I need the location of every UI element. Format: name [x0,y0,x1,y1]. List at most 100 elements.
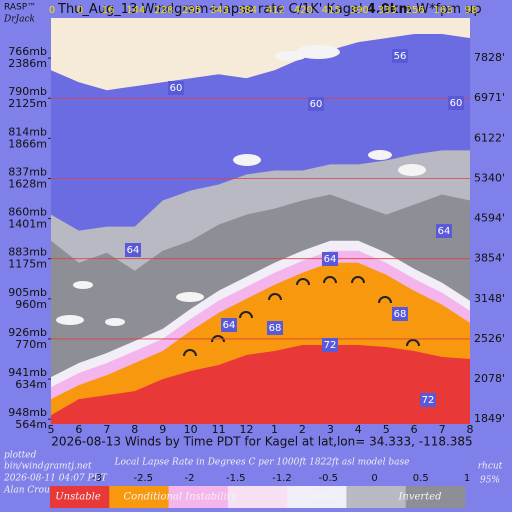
legend-label: Unstable [55,492,101,503]
isotherm-label: 56 [394,51,407,62]
isotherm-label: 64 [127,245,140,256]
cumulus-marker [296,278,310,286]
x-tick-label: 3 [327,423,334,436]
plot-area: 56 60 60 60 64 64 64 64 68 68 72 72 [51,18,470,424]
y-tick-height: 2386m [8,57,47,70]
layer-area [51,345,470,424]
cloud-icon [176,292,204,302]
x-tick-label: 7 [103,423,110,436]
legend-tick: -3 [92,473,102,484]
y-tick-height: 1866m [8,137,47,150]
isotherm-box [308,97,324,111]
isotherm-label: 72 [324,340,337,351]
x-tick-label: 4 [355,423,362,436]
cumulus-marker [323,276,337,284]
y2-tick-label: 3854' [474,252,505,265]
top-value: 420 [294,5,313,16]
isotherm-label: 64 [223,320,236,331]
y-tick-label: 860mb [8,206,47,219]
legend-tick: 1 [464,473,470,484]
cloud-icon [274,51,306,61]
top-value: 384 [238,5,257,16]
y-tick-height: 770m [15,338,47,351]
isotherm-box [448,96,464,110]
legend-label: Stable [309,492,341,503]
isotherm-label: 64 [438,226,451,237]
chart-title: Thu_Aug_13 Windgram+lapse rate C/1K' Kag… [57,2,482,17]
cumulus-marker [406,339,420,347]
x-tick-label: 11 [212,423,226,436]
cumulus-marker [211,335,225,343]
x-tick-label: 1 [271,423,278,436]
y-tick-label: 883mb [8,246,47,259]
x-tick-label: 7 [439,423,446,436]
cloud-icon [368,150,392,160]
y-tick-label: 790mb [8,85,47,98]
y2-tick-label: 2526' [474,332,505,345]
y2-tick-label: 6122' [474,131,505,144]
y2-tick-label: 6971' [474,91,505,104]
top-value: 0 [77,5,83,16]
isotherm-label: 72 [422,395,435,406]
y2-tick-label: 3148' [474,292,505,305]
cloud-area [51,18,470,91]
isotherm-box [436,224,452,238]
isotherm-box [267,321,283,335]
isotherm-label: 60 [170,83,183,94]
cumulus-marker [239,311,253,319]
top-value: 228 [154,5,173,16]
title-tail: W*fpm up [412,2,482,17]
isotherm-box [420,393,436,407]
y-tick-label: 766mb [8,45,47,58]
cloud-icon [56,315,84,325]
x-tick-label: 12 [240,423,254,436]
legend-swatch [346,486,407,508]
top-value: 98 [465,5,478,16]
legend-swatch [405,486,466,508]
y-tick-height: 1628m [8,177,47,190]
top-value: 256 [406,5,425,16]
legend-tick: -1.2 [272,473,292,484]
x-tick-label: 6 [75,423,82,436]
isotherm-box [392,49,408,63]
rh-value: 95% [480,476,500,486]
top-value: 144 [126,5,145,16]
isotherm-box [125,243,141,257]
x-tick-label: 8 [467,423,474,436]
y2-tick-label: 1849' [474,412,505,425]
legend-label: Conditional Instability [124,492,237,503]
y-tick-height: 1175m [8,258,47,271]
cumulus-marker [351,276,365,284]
credit: Alan Crouse [3,486,60,496]
x-tick-label: 6 [411,423,418,436]
cloud-icon [398,164,426,176]
isotherm-box [322,252,338,266]
y-tick-height: 2125m [8,97,47,110]
y-tick-height: 1401m [8,218,47,231]
x-tick-label: 2 [299,423,306,436]
x-tick-label: 10 [184,423,198,436]
x-tick-label: 5 [383,423,390,436]
legend-label: Inverted [397,492,441,503]
top-value: 0 [49,5,55,16]
y-tick-label: 941mb [8,366,47,379]
top-value: 390 [350,5,369,16]
y2-tick-label: 4594' [474,212,505,225]
x-tick-label: 8 [131,423,138,436]
isotherm-box [168,81,184,95]
legend-swatch [109,486,170,508]
top-value: 163 [434,5,453,16]
cloud-icon [73,281,93,289]
legend-tick: -2 [185,473,195,484]
y2-tick-label: 7828' [474,51,505,64]
top-value: 333 [378,5,397,16]
rh-label: rhcut [478,462,503,472]
legend-tick: -2.5 [133,473,153,484]
legend-swatch [50,486,110,508]
y-tick-height: 960m [15,298,47,311]
cumulus-marker [378,296,392,304]
legend-swatch [168,486,229,508]
cumulus-marker [268,293,282,301]
isotherm-box [392,307,408,321]
top-value: 415 [322,5,341,16]
